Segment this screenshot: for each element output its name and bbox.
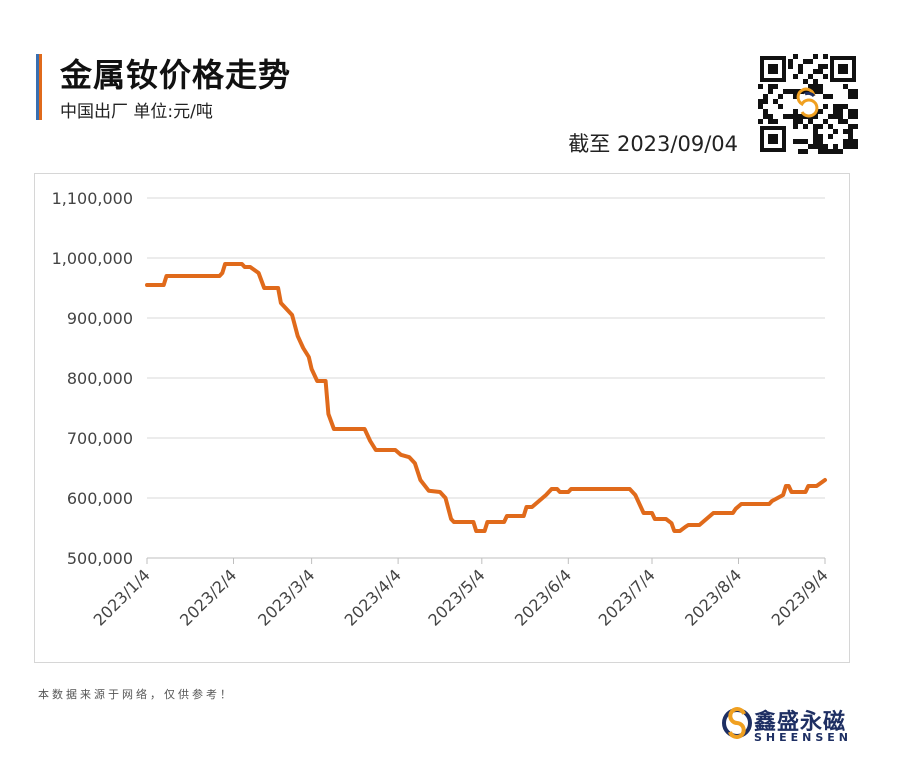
chart-frame [34,173,850,663]
y-tick-label: 500,000 [67,549,133,568]
y-axis-ticks: 500,000 600,000 700,000 800,000 900,000 1,000… [52,189,133,568]
x-tick-label: 2023/5/4 [424,565,488,629]
page-subtitle: 中国出厂 单位:元/吨 [60,102,213,122]
sheensen-logo-icon [722,707,752,739]
y-tick-label: 700,000 [67,429,133,448]
series-line-0 [145,262,827,533]
x-tick-label: 2023/6/4 [511,565,575,629]
y-tick-label: 600,000 [67,489,133,508]
data-disclaimer: 本数据来源于网络，仅供参考！ [38,688,234,701]
y-tick-label: 900,000 [67,309,133,328]
brand-subtitle: SHEENSEN [754,731,853,744]
x-tick-label: 2023/7/4 [595,565,659,629]
x-tick-label: 2023/9/4 [768,565,832,629]
as-of-date: 截至 2023/09/04 [568,132,738,156]
x-tick-label: 2023/3/4 [254,565,318,629]
y-tick-label: 800,000 [67,369,133,388]
y-tick-label: 1,000,000 [52,249,133,268]
title-accent-bar [36,54,42,120]
x-tick-label: 2023/4/4 [341,565,405,629]
x-tick-label: 2023/1/4 [90,565,154,629]
page-title: 金属钕价格走势 [60,56,292,94]
x-axis-ticks: 2023/1/4 2023/2/4 2023/3/4 2023/4/4 2023/5/4… [90,558,832,630]
qr-code-icon [758,54,858,154]
accent-blue-stripe [36,54,39,120]
grid-lines [147,197,825,559]
x-tick-label: 2023/8/4 [681,565,745,629]
series-layer [145,262,827,533]
accent-orange-stripe [39,54,42,120]
x-tick-label: 2023/2/4 [176,565,240,629]
brand-name: 鑫盛永磁 [754,710,847,735]
y-tick-label: 1,100,000 [52,189,133,208]
